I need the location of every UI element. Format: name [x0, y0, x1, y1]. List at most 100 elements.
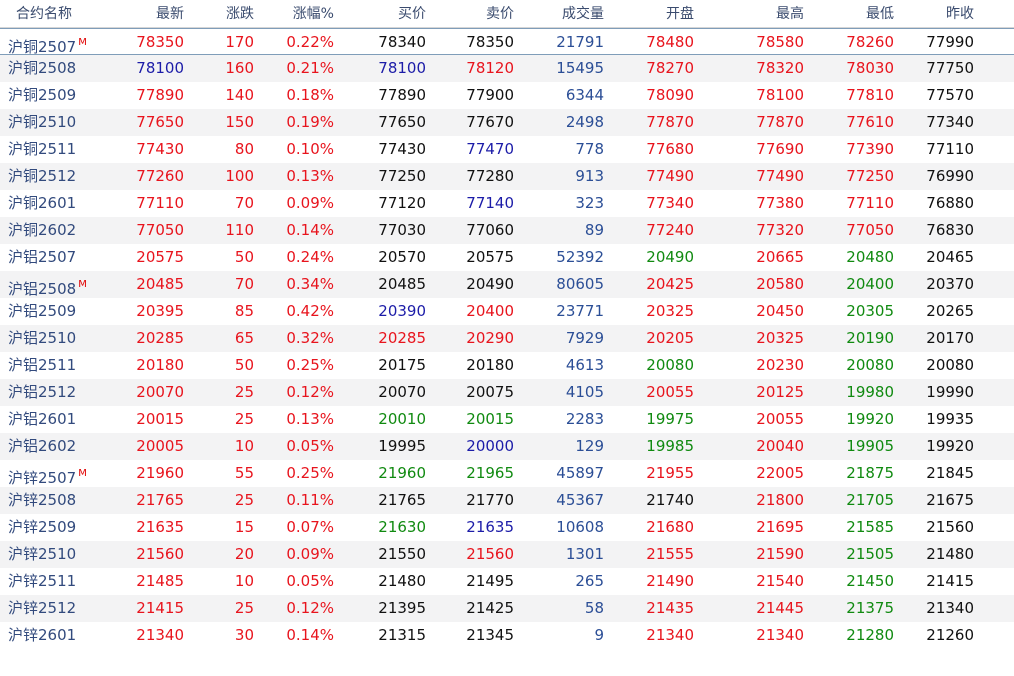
change: 140 [225, 86, 254, 104]
bid-price: 77120 [378, 194, 426, 212]
open-price: 78090 [646, 86, 694, 104]
contract-name-text: 沪铝2507 [8, 248, 77, 266]
table-row[interactable]: 沪铜2507 M 78350 170 0.22% 78340 78350 21791 78480… [0, 28, 1014, 56]
table-row[interactable]: 沪铝2511 20180 50 0.25% 20175 20180 4613 20080 202… [0, 352, 1014, 379]
change-pct: 0.12% [286, 599, 334, 617]
contract-name-text: 沪锌2601 [8, 626, 77, 644]
ask-price: 77470 [466, 140, 514, 158]
table-row[interactable]: 沪锌2511 21485 10 0.05% 21480 21495 265 21490 2154… [0, 568, 1014, 595]
bid-price: 21315 [378, 626, 426, 644]
volume: 58 [584, 599, 604, 617]
ask-price: 21495 [466, 572, 514, 590]
contract-name-text: 沪铜2509 [8, 86, 77, 104]
high-price: 20230 [756, 356, 804, 374]
contract-name-text: 沪铜2507 [8, 38, 77, 56]
header-change[interactable]: 涨跌 [226, 6, 254, 22]
header-high[interactable]: 最高 [776, 6, 804, 22]
table-row[interactable]: 沪锌2510 21560 20 0.09% 21550 21560 1301 21555 215… [0, 541, 1014, 568]
table-row[interactable]: 沪铜2508 78100 160 0.21% 78100 78120 15495 78270 7… [0, 55, 1014, 82]
volume: 45367 [556, 491, 604, 509]
header-volume[interactable]: 成交量 [562, 6, 604, 22]
open-price: 21955 [646, 464, 694, 482]
last-price: 77050 [136, 221, 184, 239]
table-row[interactable]: 沪铝2602 20005 10 0.05% 19995 20000 129 19985 2004… [0, 433, 1014, 460]
prev-close: 76830 [926, 221, 974, 239]
low-price: 19905 [846, 437, 894, 455]
contract-name: 沪铝2601 [8, 406, 76, 433]
change: 85 [234, 302, 254, 320]
last-price: 21635 [136, 518, 184, 536]
table-row[interactable]: 沪铝2601 20015 25 0.13% 20010 20015 2283 19975 200… [0, 406, 1014, 433]
table-row[interactable]: 沪锌2512 21415 25 0.12% 21395 21425 58 21435 21445… [0, 595, 1014, 622]
change: 15 [234, 518, 254, 536]
table-row[interactable]: 沪锌2507 M 21960 55 0.25% 21960 21965 45897 21955 2… [0, 460, 1014, 487]
table-row[interactable]: 沪锌2508 21765 25 0.11% 21765 21770 45367 21740 21… [0, 487, 1014, 514]
table-row[interactable]: 沪铜2509 77890 140 0.18% 77890 77900 6344 78090 78… [0, 82, 1014, 109]
open-price: 78480 [646, 33, 694, 51]
table-row[interactable]: 沪铜2602 77050 110 0.14% 77030 77060 89 77240 7732… [0, 217, 1014, 244]
header-change-pct[interactable]: 涨幅% [292, 6, 334, 22]
prev-close: 76990 [926, 167, 974, 185]
last-price: 20285 [136, 329, 184, 347]
table-row[interactable]: 沪锌2509 21635 15 0.07% 21630 21635 10608 21680 21… [0, 514, 1014, 541]
volume: 80605 [556, 275, 604, 293]
last-price: 78100 [136, 59, 184, 77]
contract-name: 沪铝2509 [8, 298, 76, 325]
header-prev-close[interactable]: 昨收 [946, 6, 974, 22]
main-contract-marker: M [78, 37, 87, 48]
table-row[interactable]: 沪铝2512 20070 25 0.12% 20070 20075 4105 20055 201… [0, 379, 1014, 406]
table-row[interactable]: 沪锌2601 21340 30 0.14% 21315 21345 9 21340 21340 2… [0, 622, 1014, 649]
contract-name: 沪铝2508 M [8, 271, 87, 298]
bid-price: 77430 [378, 140, 426, 158]
low-price: 20080 [846, 356, 894, 374]
header-low[interactable]: 最低 [866, 6, 894, 22]
last-price: 20485 [136, 275, 184, 293]
bid-price: 21765 [378, 491, 426, 509]
ask-price: 20075 [466, 383, 514, 401]
volume: 4613 [565, 356, 604, 374]
open-price: 19985 [646, 437, 694, 455]
high-price: 77320 [756, 221, 804, 239]
volume: 6344 [565, 86, 604, 104]
low-price: 20305 [846, 302, 894, 320]
header-last[interactable]: 最新 [156, 6, 184, 22]
high-price: 22005 [756, 464, 804, 482]
header-ask[interactable]: 卖价 [486, 6, 514, 22]
table-row[interactable]: 沪铜2511 77430 80 0.10% 77430 77470 778 77680 7769… [0, 136, 1014, 163]
prev-close: 77110 [926, 140, 974, 158]
header-contract-name[interactable]: 合约名称 [16, 6, 72, 22]
table-row[interactable]: 沪铜2512 77260 100 0.13% 77250 77280 913 77490 774… [0, 163, 1014, 190]
bid-price: 78340 [378, 33, 426, 51]
volume: 7929 [565, 329, 604, 347]
prev-close: 20465 [926, 248, 974, 266]
high-price: 21445 [756, 599, 804, 617]
contract-name: 沪铜2511 [8, 136, 76, 163]
change-pct: 0.07% [286, 518, 334, 536]
low-price: 19980 [846, 383, 894, 401]
table-row[interactable]: 沪铜2601 77110 70 0.09% 77120 77140 323 77340 7738… [0, 190, 1014, 217]
low-price: 19920 [846, 410, 894, 428]
change: 10 [234, 572, 254, 590]
table-row[interactable]: 沪铜2510 77650 150 0.19% 77650 77670 2498 77870 77… [0, 109, 1014, 136]
change: 170 [225, 33, 254, 51]
change: 25 [234, 410, 254, 428]
header-open[interactable]: 开盘 [666, 6, 694, 22]
table-row[interactable]: 沪铝2509 20395 85 0.42% 20390 20400 23771 20325 20… [0, 298, 1014, 325]
open-price: 20055 [646, 383, 694, 401]
ask-price: 78350 [466, 33, 514, 51]
high-price: 20040 [756, 437, 804, 455]
last-price: 21415 [136, 599, 184, 617]
volume: 89 [584, 221, 604, 239]
ask-price: 77670 [466, 113, 514, 131]
ask-price: 20015 [466, 410, 514, 428]
table-row[interactable]: 沪铝2507 20575 50 0.24% 20570 20575 52392 20490 20… [0, 244, 1014, 271]
header-bid[interactable]: 买价 [398, 6, 426, 22]
change: 70 [234, 275, 254, 293]
high-price: 21800 [756, 491, 804, 509]
table-row[interactable]: 沪铝2508 M 20485 70 0.34% 20485 20490 80605 20425 2… [0, 271, 1014, 298]
contract-name-text: 沪锌2509 [8, 518, 77, 536]
main-contract-marker: M [78, 279, 87, 290]
table-row[interactable]: 沪铝2510 20285 65 0.32% 20285 20290 7929 20205 203… [0, 325, 1014, 352]
volume: 323 [575, 194, 604, 212]
